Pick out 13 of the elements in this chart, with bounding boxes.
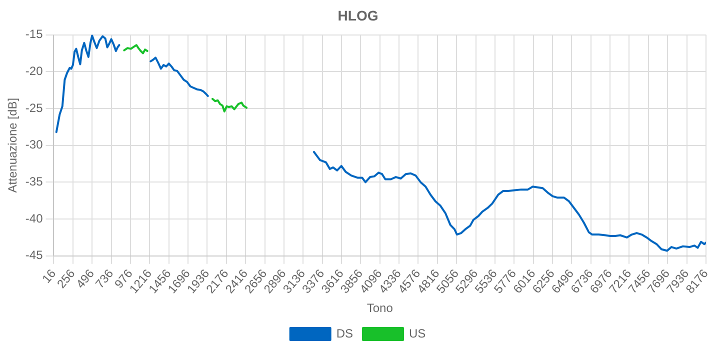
legend-label: DS [336, 326, 353, 340]
y-tick-label: -30 [25, 138, 44, 152]
chart-title: HLOG [338, 7, 378, 24]
y-tick-label: -15 [25, 27, 44, 42]
legend-label: US [409, 326, 426, 340]
y-tick-label: -45 [25, 248, 44, 262]
y-tick-label: -35 [25, 174, 44, 189]
y-axis-title: Attenuazione [dB] [6, 98, 20, 193]
y-tick-label: -20 [25, 64, 44, 78]
y-tick-label: -40 [25, 211, 44, 226]
y-tick-label: -25 [25, 100, 44, 115]
x-axis-title: Tono [366, 301, 394, 316]
x-tick-label: 736 [92, 266, 116, 291]
